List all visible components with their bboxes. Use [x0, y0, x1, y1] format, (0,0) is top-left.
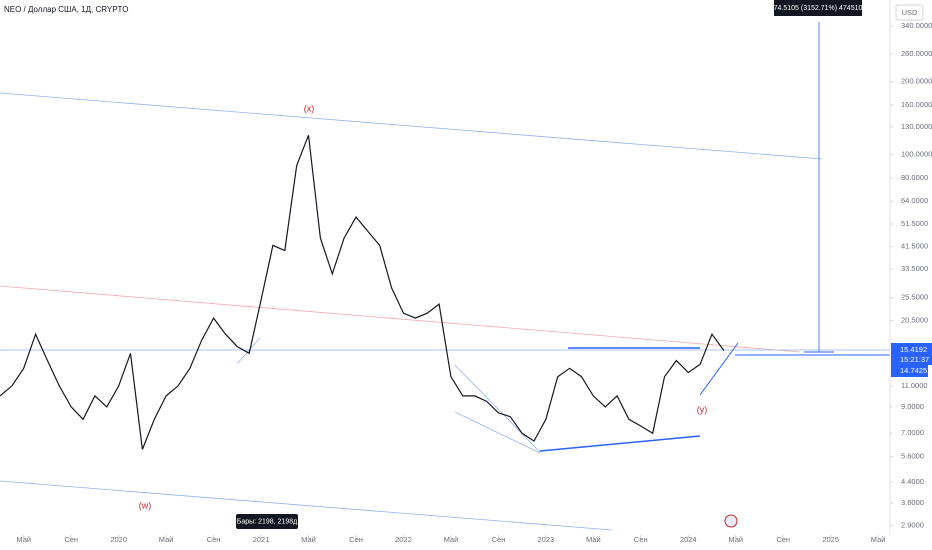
- y-tick-label: 3.6000: [901, 498, 924, 507]
- y-tick-label: 80.0000: [901, 173, 928, 182]
- x-tick-label: 2022: [395, 535, 412, 544]
- x-tick-label: 2021: [253, 535, 270, 544]
- y-tick-label: 33.5000: [901, 264, 928, 273]
- y-tick-label: 51.5000: [901, 219, 928, 228]
- trend-small: [236, 337, 261, 365]
- x-tick-label: Сен: [349, 535, 363, 544]
- currency-box[interactable]: [895, 4, 924, 21]
- chart-title: NEO / Доллар США, 1Д, CRYPTO: [4, 5, 129, 14]
- price-line: [0, 135, 725, 450]
- channel-top: [0, 92, 823, 160]
- y-tick-label: 5.6000: [901, 452, 924, 461]
- y-tick-label: 260.0000: [901, 49, 932, 58]
- y-tick-label: 9.0000: [901, 402, 924, 411]
- x-tick-label: Май: [16, 535, 31, 544]
- y-tick-label: 25.5000: [901, 293, 928, 302]
- x-tick-label: Май: [586, 535, 601, 544]
- y-tick-label: 340.0000: [901, 21, 932, 30]
- y-tick-label: 41.5000: [901, 242, 928, 251]
- x-tick-label: 2025: [822, 535, 839, 544]
- x-tick-label: Сен: [207, 535, 221, 544]
- bars-label: Бары: 2198, 2198д: [237, 518, 297, 525]
- wedge-upper: [454, 411, 541, 454]
- y-tick-label: 160.0000: [901, 100, 932, 109]
- x-tick-label: Май: [871, 535, 886, 544]
- y-tick-label: 11.0000: [901, 381, 928, 390]
- price-label: 15.4192: [900, 345, 927, 354]
- y-tick-label: 130.0000: [901, 122, 932, 131]
- x-tick-label: 2020: [110, 535, 127, 544]
- channel-bottom: [0, 480, 613, 531]
- wedge-lower: [454, 364, 541, 453]
- x-tick-label: Май: [159, 535, 174, 544]
- x-tick-label: Сен: [634, 535, 648, 544]
- low-box: [891, 365, 928, 377]
- red-line: [0, 285, 801, 353]
- y-tick-label: 7.0000: [901, 428, 924, 437]
- x-tick-label: Сен: [776, 535, 790, 544]
- countdown-label: 15:21:37: [900, 355, 929, 364]
- bars-box: [236, 514, 298, 529]
- y-tick-label: 100.0000: [901, 149, 932, 158]
- wave-label: (x): [304, 103, 315, 113]
- x-tick-label: 2024: [680, 535, 697, 544]
- y-tick-label: 4.4000: [901, 477, 924, 486]
- wave-label: (w): [139, 500, 152, 510]
- y-tick-label: 2.9000: [901, 521, 924, 530]
- x-tick-label: Май: [444, 535, 459, 544]
- y-tick-label: 200.0000: [901, 77, 932, 86]
- x-tick-label: Май: [728, 535, 743, 544]
- wave-label: (y): [697, 404, 708, 414]
- measure-label: 474.5105 (3152.71%) 4745105: [770, 5, 867, 12]
- trend-short: [699, 342, 739, 396]
- plot: [0, 135, 725, 450]
- x-tick-label: Сен: [64, 535, 78, 544]
- low-label: 14.7425: [900, 366, 927, 375]
- measure-box: [774, 0, 862, 16]
- x-tick-label: 2023: [538, 535, 555, 544]
- x-tick-label: Сен: [492, 535, 506, 544]
- y-tick-label: 64.0000: [901, 196, 928, 205]
- y-tick-label: 20.5000: [901, 316, 928, 325]
- event-icon[interactable]: [724, 514, 738, 528]
- price-box: [891, 343, 932, 365]
- x-tick-label: Май: [301, 535, 316, 544]
- currency: USD: [902, 8, 918, 17]
- support: [539, 435, 701, 452]
